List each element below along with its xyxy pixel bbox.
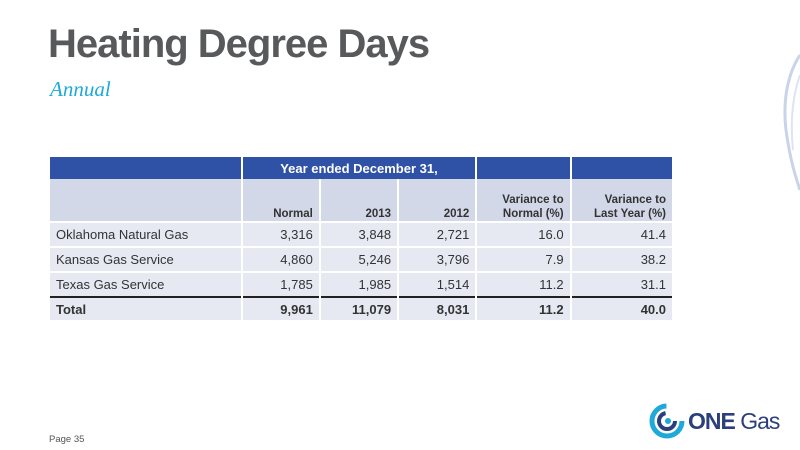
row-name: Kansas Gas Service [50, 246, 241, 271]
cell-variance-last-year: 38.2 [571, 246, 672, 271]
col-header-line: Variance to [502, 194, 564, 206]
table-row: Texas Gas Service 1,785 1,985 1,514 11.2… [50, 271, 672, 296]
col-header-line: Last Year (%) [593, 208, 666, 220]
col-header-variance-last-year: Variance to Last Year (%) [571, 179, 672, 221]
col-header-2012: 2012 [399, 179, 476, 221]
total-2013: 11,079 [320, 296, 398, 320]
row-name: Texas Gas Service [50, 271, 241, 296]
band-blank-cell [571, 157, 672, 179]
cell-2012: 3,796 [399, 246, 476, 271]
col-header-line: Variance to [604, 194, 666, 206]
cell-2012: 1,514 [399, 271, 476, 296]
cell-normal: 4,860 [242, 246, 319, 271]
cell-2013: 5,246 [320, 246, 398, 271]
total-label: Total [50, 296, 241, 320]
page-title: Heating Degree Days [48, 22, 430, 66]
cell-variance-normal: 11.2 [477, 271, 570, 296]
table-total-row: Total 9,961 11,079 8,031 11.2 40.0 [50, 296, 672, 320]
total-normal: 9,961 [242, 296, 319, 320]
logo-word-one: ONE [688, 408, 736, 434]
one-gas-logo: ONE Gas [648, 402, 788, 442]
col-header-variance-normal: Variance to Normal (%) [477, 179, 570, 221]
page-number: Page 35 [49, 434, 85, 445]
cell-2013: 3,848 [320, 221, 398, 246]
logo-wordmark: ONE Gas [688, 408, 780, 435]
cell-normal: 1,785 [242, 271, 319, 296]
column-header-row: Normal 2013 2012 Variance to Normal (%) … [50, 179, 672, 221]
table-row: Kansas Gas Service 4,860 5,246 3,796 7.9… [50, 246, 672, 271]
table-band-row: Year ended December 31, [50, 157, 672, 179]
band-blank-cell [50, 157, 241, 179]
flame-swirl-icon [649, 403, 685, 439]
cell-variance-normal: 16.0 [477, 221, 570, 246]
col-header-normal: Normal [242, 179, 319, 221]
row-name: Oklahoma Natural Gas [50, 221, 241, 246]
cell-2013: 1,985 [320, 271, 398, 296]
total-variance-normal: 11.2 [477, 296, 570, 320]
col-header-2013: 2013 [320, 179, 398, 221]
cell-normal: 3,316 [242, 221, 319, 246]
col-header-line: Normal (%) [502, 208, 564, 220]
decorative-swoosh [783, 54, 800, 191]
cell-variance-last-year: 31.1 [571, 271, 672, 296]
group-header: Year ended December 31, [242, 157, 476, 179]
header-blank-cell [50, 179, 241, 221]
band-blank-cell [477, 157, 570, 179]
total-variance-last-year: 40.0 [571, 296, 672, 320]
table-row: Oklahoma Natural Gas 3,316 3,848 2,721 1… [50, 221, 672, 246]
total-2012: 8,031 [399, 296, 476, 320]
logo-word-gas: Gas [740, 408, 780, 434]
cell-variance-normal: 7.9 [477, 246, 570, 271]
cell-variance-last-year: 41.4 [571, 221, 672, 246]
cell-2012: 2,721 [399, 221, 476, 246]
page-subtitle: Annual [50, 77, 111, 101]
heating-degree-days-table: Year ended December 31, Normal 2013 2012… [48, 157, 674, 320]
